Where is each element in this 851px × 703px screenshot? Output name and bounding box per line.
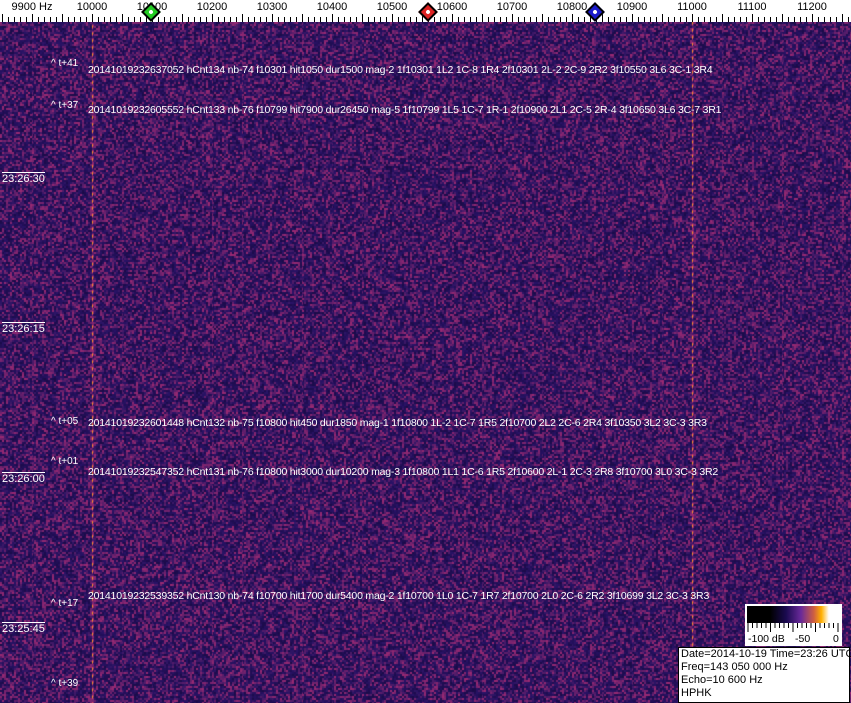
freq-label: 11000 (677, 1, 707, 13)
scale-label-max: 0 (833, 633, 839, 645)
frequency-axis[interactable]: 9900 Hz 10000101001020010300104001050010… (0, 0, 851, 22)
event-text: 20141019232539352 hCnt130 nb-74 f10700 h… (88, 590, 710, 602)
event-text: 20141019232601448 hCnt132 nb-75 f10800 h… (88, 417, 707, 429)
freq-label: 10300 (256, 1, 288, 13)
freq-label: 10700 (496, 1, 528, 13)
time-label: 23:26:30 (2, 172, 45, 185)
freq-label: 10000 (76, 1, 108, 13)
event-tag: ^ t+39 (51, 678, 79, 689)
info-box: Date=2014-10-19 Time=23:26 UTC Freq=143 … (678, 647, 851, 703)
scale-label-mid: -50 (795, 633, 811, 645)
freq-label: 11200 (797, 1, 827, 13)
freq-label: 11100 (737, 1, 767, 13)
event-text: 20141019232547352 hCnt131 nb-76 f10800 h… (88, 466, 719, 478)
freq-label: 10900 (616, 1, 648, 13)
info-frequency: Freq=143 050 000 Hz (681, 661, 788, 673)
time-label: 23:26:00 (2, 472, 45, 485)
event-tag: ^ t+37 (51, 100, 79, 111)
freq-label: 10600 (436, 1, 468, 13)
event-tag: ^ t+41 (51, 58, 79, 69)
time-label: 23:26:15 (2, 322, 45, 335)
freq-label: 10500 (376, 1, 408, 13)
event-tag: ^ t+01 (51, 456, 79, 467)
freq-unit-label: 9900 Hz (11, 1, 53, 13)
info-date-time: Date=2014-10-19 Time=23:26 UTC (681, 648, 851, 660)
info-station: HPHK (681, 687, 712, 699)
freq-label: 10200 (196, 1, 228, 13)
event-tag: ^ t+17 (51, 598, 79, 609)
freq-label: 10400 (316, 1, 348, 13)
event-text: 20141019232637052 hCnt134 nb-74 f10301 h… (88, 64, 713, 76)
scale-label-min: -100 dB (748, 633, 785, 645)
event-text: 20141019232605552 hCnt133 nb-76 f10799 h… (88, 104, 722, 116)
scale-ticks (747, 623, 839, 632)
color-gradient (747, 606, 840, 623)
time-label: 23:25:45 (2, 622, 45, 635)
frequency-ticks (2, 14, 849, 22)
color-scale: -100 dB -50 0 (745, 604, 842, 646)
event-tag: ^ t+05 (51, 416, 79, 427)
freq-label: 10800 (556, 1, 588, 13)
waterfall-display (0, 22, 851, 703)
info-echo: Echo=10 600 Hz (681, 674, 763, 686)
